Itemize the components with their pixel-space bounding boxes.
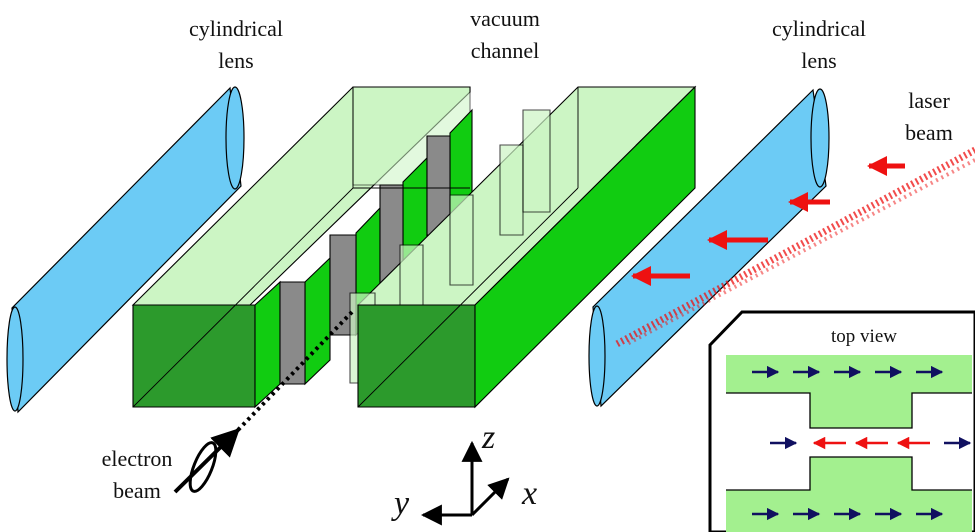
channel-label-line2: channel [471,38,539,63]
laser-label-line1: laser [908,88,950,113]
vacuum-channel-structure [131,85,697,409]
right-lens-label-line2: lens [801,48,836,73]
channel-label-line1: vacuum [470,6,540,31]
top-view-inset: top view [708,310,975,532]
left-lens-label-line1: cylindrical [189,16,283,41]
left-cylindrical-lens [6,86,245,414]
electron-label-line2: beam [113,478,161,503]
inset-title: top view [831,326,897,347]
axis-x-label: x [521,475,537,512]
inset-upper-block [726,355,972,428]
labels: cylindrical lens vacuum channel cylindri… [102,6,953,503]
right-lens-label-line1: cylindrical [772,16,866,41]
coordinate-axes: z y x [391,419,537,526]
laser-beam [613,146,975,349]
inset-lower-block [726,457,972,532]
axis-y-label: y [391,485,410,522]
axis-z-label: z [481,419,495,456]
left-lens-label-line2: lens [218,48,253,73]
laser-label-line2: beam [905,120,953,145]
electron-beam-path [173,310,354,494]
electron-label-line1: electron [102,446,173,471]
